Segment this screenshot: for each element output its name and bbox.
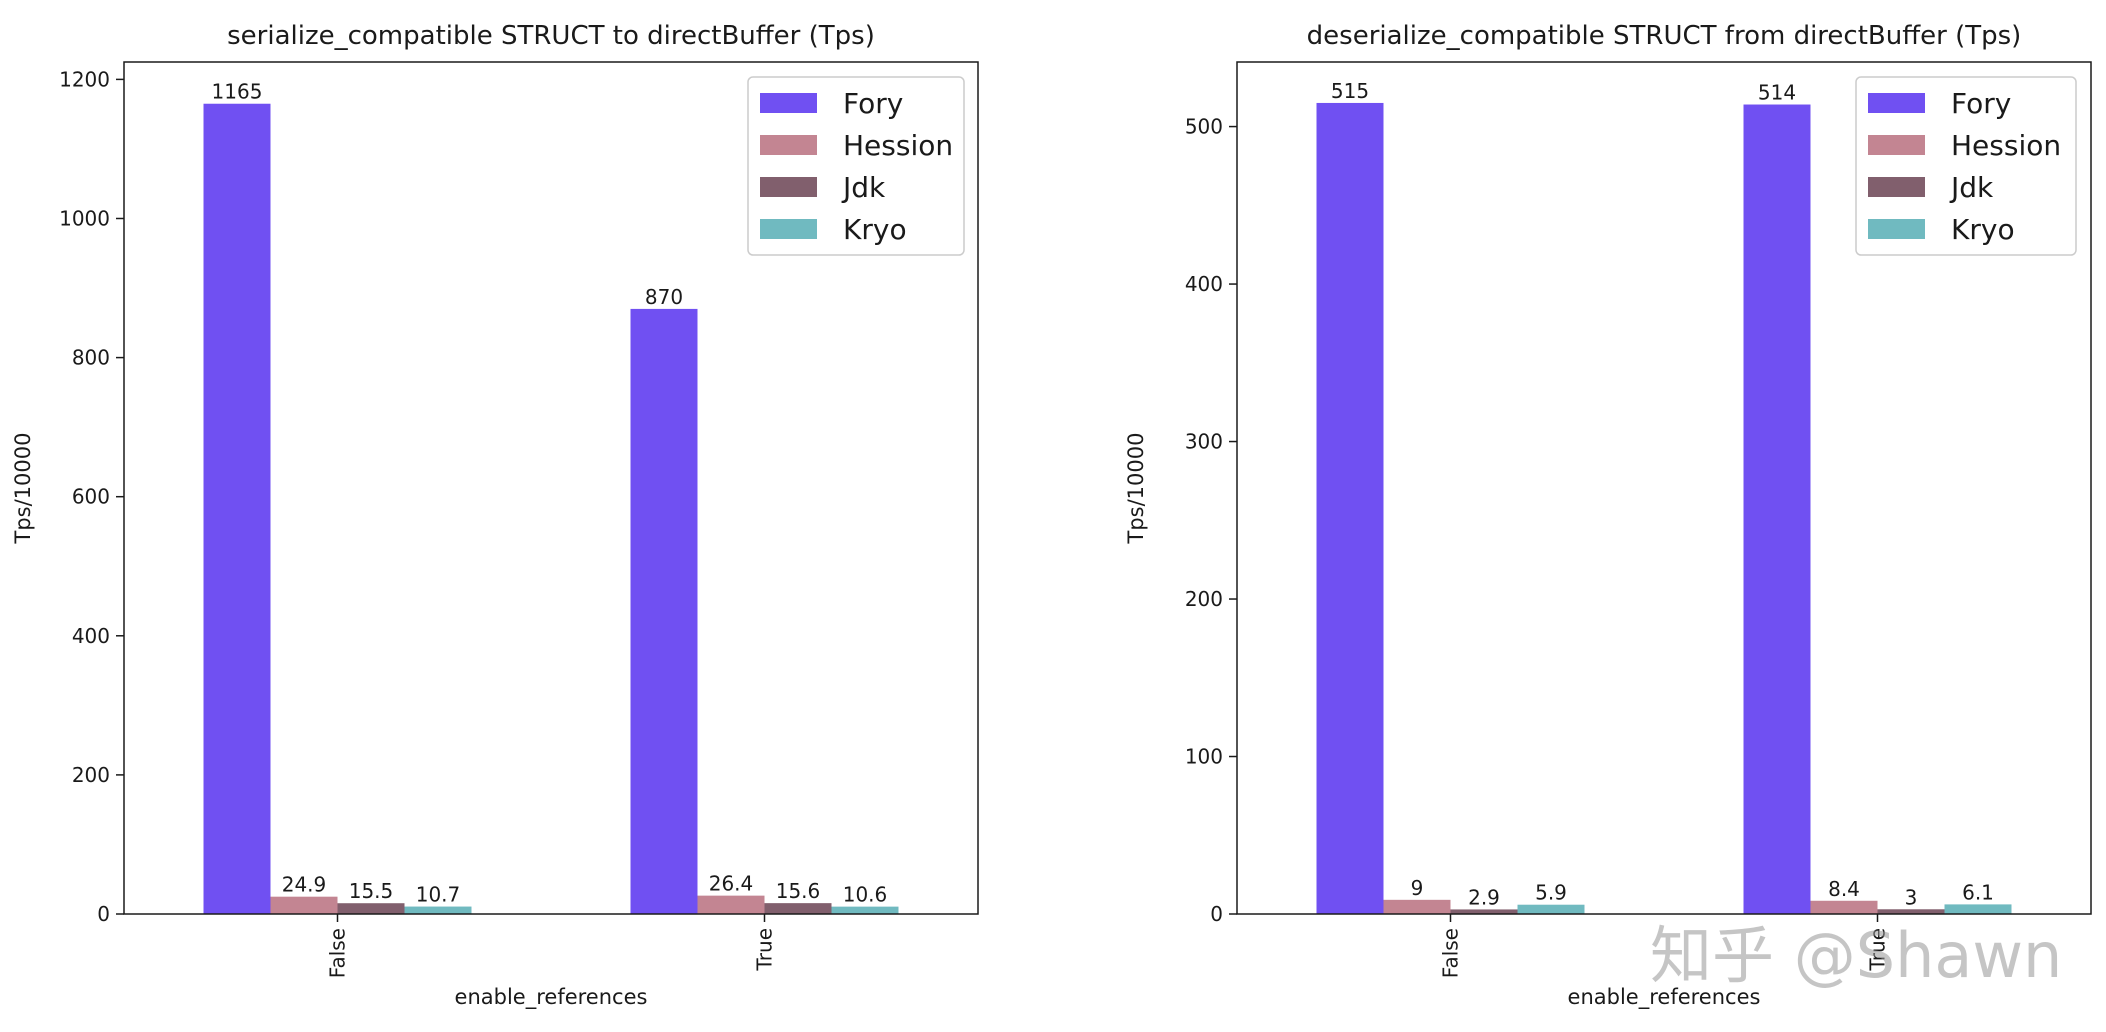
y-axis-label: Tps/10000 [1124,433,1148,545]
y-tick-label: 0 [1210,902,1223,926]
chart-title: deserialize_compatible STRUCT from direc… [1307,21,2022,51]
data-label: 514 [1758,81,1796,105]
legend-label-kryo: Kryo [1951,213,2015,246]
legend-swatch-hession [1868,135,1925,155]
chart-title: serialize_compatible STRUCT to directBuf… [227,21,875,51]
plot-frame [123,61,979,915]
bar-hession-true [1810,900,1878,914]
bar-kryo-false [404,906,472,914]
bar-jdk-true [764,903,832,914]
legend-label-kryo: Kryo [843,213,907,246]
y-tick-label: 200 [72,763,110,787]
watermark: 知乎 @Shawn [1650,919,2063,992]
data-label: 515 [1331,79,1369,103]
legend-label-jdk: Jdk [841,171,886,204]
y-tick-label: 200 [1185,587,1223,611]
x-tick-label: False [1439,928,1463,978]
legend-label-fory: Fory [843,87,903,120]
x-tick-label: False [326,928,350,978]
bar-kryo-false [1517,904,1585,914]
data-label: 15.5 [349,879,394,903]
legend-label-hession: Hession [843,129,953,162]
data-label: 8.4 [1828,877,1860,901]
x-tick-label: True [1866,928,1890,971]
bar-jdk-true [1877,909,1945,914]
bar-hession-true [697,895,765,914]
y-tick-label: 400 [72,624,110,648]
bar-hession-false [1383,899,1451,914]
data-label: 870 [645,285,683,309]
y-tick-label: 400 [1185,272,1223,296]
bar-kryo-true [1944,904,2012,914]
x-axis-label: enable_references [1568,985,1761,1010]
legend-swatch-jdk [760,177,817,197]
legend [1855,76,2077,256]
x-tick-label: True [753,928,777,971]
y-tick-label: 600 [72,485,110,509]
legend-swatch-hession [760,135,817,155]
legend-label-jdk: Jdk [1949,171,1994,204]
y-tick-label: 800 [72,346,110,370]
data-label: 5.9 [1535,881,1567,905]
data-label: 15.6 [776,879,821,903]
y-tick-label: 1200 [59,67,110,91]
y-axis-label: Tps/10000 [11,433,35,545]
legend-label-fory: Fory [1951,87,2011,120]
data-label: 3 [1905,885,1918,909]
bar-fory-false [1316,102,1384,914]
y-tick-label: 0 [97,902,110,926]
y-tick-label: 500 [1185,115,1223,139]
x-axis-label: enable_references [455,985,648,1010]
legend-swatch-kryo [760,219,817,239]
data-label: 2.9 [1468,885,1500,909]
legend-swatch-fory [760,93,817,113]
bar-fory-false [203,103,271,915]
legend-label-hession: Hession [1951,129,2061,162]
data-label: 10.7 [416,883,461,907]
bar-hession-false [270,896,338,914]
data-label: 24.9 [282,873,327,897]
bar-fory-true [1743,104,1811,915]
bar-fory-true [630,308,698,914]
bar-kryo-true [831,906,899,914]
legend-swatch-kryo [1868,219,1925,239]
bar-jdk-false [337,903,405,914]
y-tick-label: 1000 [59,206,110,230]
data-label: 26.4 [709,872,754,896]
legend-swatch-fory [1868,93,1925,113]
y-tick-label: 300 [1185,430,1223,454]
plot-frame [1236,61,2092,915]
data-label: 9 [1411,876,1424,900]
y-tick-label: 100 [1185,745,1223,769]
legend [747,76,965,256]
data-label: 6.1 [1962,880,1994,904]
data-label: 1165 [212,80,263,104]
data-label: 10.6 [843,883,888,907]
bar-jdk-false [1450,909,1518,914]
legend-swatch-jdk [1868,177,1925,197]
